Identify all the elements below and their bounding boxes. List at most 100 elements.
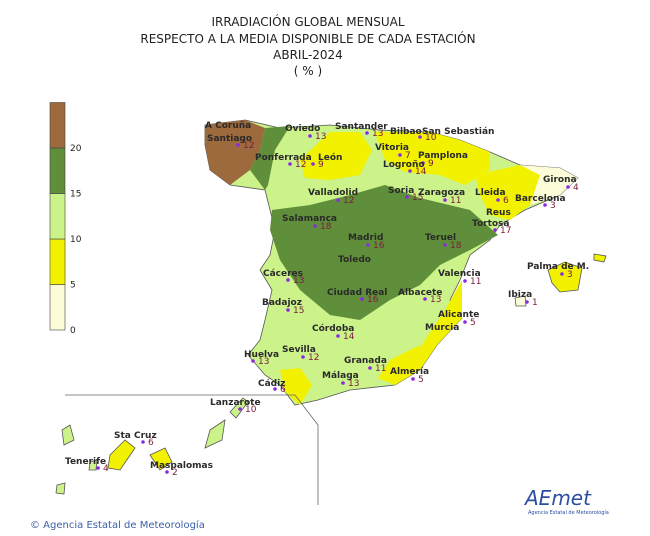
station-value: 17 bbox=[500, 226, 511, 236]
station-value: 14 bbox=[343, 332, 355, 342]
station-dot bbox=[411, 377, 415, 381]
station-name: Tenerife bbox=[65, 457, 106, 467]
legend-band bbox=[49, 102, 66, 149]
station-name: Cádiz bbox=[258, 379, 285, 389]
station-value: 14 bbox=[415, 167, 427, 177]
station-name: Santiago bbox=[207, 134, 252, 144]
canary-islands bbox=[55, 394, 319, 505]
station-name: Badajoz bbox=[262, 298, 302, 308]
station-dot bbox=[273, 387, 277, 391]
station-name: Lanzarote bbox=[210, 398, 261, 408]
station-value: 15 bbox=[412, 193, 423, 203]
station-value: 6 bbox=[503, 196, 509, 206]
title-line: IRRADIACIÓN GLOBAL MENSUAL bbox=[211, 14, 404, 29]
station-name: Barcelona bbox=[515, 194, 566, 204]
station-value: 11 bbox=[470, 277, 481, 287]
station-name: A Coruña bbox=[205, 121, 251, 131]
station-dot bbox=[463, 320, 467, 324]
station-name: Oviedo bbox=[285, 124, 320, 134]
station-value: 11 bbox=[375, 364, 386, 374]
station-name: Zaragoza bbox=[418, 188, 465, 198]
station-dot bbox=[336, 198, 340, 202]
station-value: 3 bbox=[567, 270, 573, 280]
station-dot bbox=[423, 297, 427, 301]
station-value: 6 bbox=[280, 385, 286, 395]
station-value: 10 bbox=[425, 133, 437, 143]
station-dot bbox=[443, 198, 447, 202]
legend: 0 5 10 15 20 bbox=[49, 102, 82, 336]
station-name: Sta Cruz bbox=[114, 431, 157, 441]
title-line: ABRIL-2024 bbox=[273, 48, 343, 62]
station-dot bbox=[238, 407, 242, 411]
station-dot bbox=[443, 243, 447, 247]
station-dot bbox=[368, 366, 372, 370]
station-value: 7 bbox=[405, 151, 411, 161]
station-value: 13 bbox=[293, 276, 304, 286]
station-dot bbox=[288, 162, 292, 166]
station-value: 1 bbox=[532, 298, 538, 308]
station-name: Albacete bbox=[398, 288, 442, 298]
station-dot bbox=[96, 466, 100, 470]
station-dot bbox=[301, 355, 305, 359]
station-dot bbox=[286, 278, 290, 282]
station-name: Tortosa bbox=[472, 219, 509, 229]
station-value: 9 bbox=[428, 159, 434, 169]
station-name: Toledo bbox=[338, 255, 371, 265]
title-line: ( % ) bbox=[294, 64, 322, 78]
station-value: 16 bbox=[367, 295, 379, 305]
station-dot bbox=[405, 195, 409, 199]
station-value: 3 bbox=[550, 201, 556, 211]
station-name: Maspalomas bbox=[150, 461, 213, 471]
station-name: San Sebastián bbox=[422, 127, 494, 137]
station-name: Valladolid bbox=[308, 188, 358, 198]
station-dot bbox=[341, 381, 345, 385]
station-name: Soria bbox=[388, 186, 414, 196]
station-value: 10 bbox=[245, 405, 257, 415]
legend-band bbox=[49, 193, 66, 240]
station-name: Córdoba bbox=[312, 323, 354, 334]
station-value: 16 bbox=[373, 241, 385, 251]
station-name: Málaga bbox=[322, 371, 359, 381]
legend-tick-label: 5 bbox=[70, 281, 76, 291]
station-name: Pamplona bbox=[418, 151, 468, 161]
station-name: Girona bbox=[543, 175, 577, 185]
station-name: Palma de M. bbox=[527, 262, 589, 272]
station-name: Ciudad Real bbox=[327, 288, 387, 298]
station-name: Bilbao bbox=[390, 127, 422, 137]
station-value: 4 bbox=[573, 183, 579, 193]
station-name: León bbox=[318, 152, 342, 163]
station-name: Santander bbox=[335, 122, 388, 132]
station-value: 18 bbox=[450, 241, 462, 251]
station-dot bbox=[308, 134, 312, 138]
station-dot bbox=[493, 228, 497, 232]
station-name: Vitoria bbox=[375, 143, 409, 153]
station-value: 6 bbox=[148, 438, 154, 448]
station-dot bbox=[251, 359, 255, 363]
station-value: 12 bbox=[343, 196, 354, 206]
station-name: Teruel bbox=[425, 233, 456, 243]
station-name: Logroño bbox=[383, 160, 425, 170]
station-dot bbox=[525, 300, 529, 304]
station-value: 13 bbox=[348, 379, 359, 389]
station-dot bbox=[165, 470, 169, 474]
station-name: Ponferrada bbox=[255, 153, 312, 163]
station-dot bbox=[360, 297, 364, 301]
station-value: 12 bbox=[295, 160, 306, 170]
station-name: Ibiza bbox=[508, 290, 532, 300]
station-dot bbox=[365, 131, 369, 135]
station-value: 18 bbox=[320, 222, 332, 232]
station-value: 9 bbox=[318, 160, 324, 170]
station-value: 5 bbox=[418, 375, 424, 385]
legend-band bbox=[49, 147, 66, 194]
station-dot bbox=[141, 440, 145, 444]
station-value: 4 bbox=[103, 464, 109, 474]
balearic-islands bbox=[514, 253, 607, 307]
station-name: Reus bbox=[486, 208, 511, 218]
station-dot bbox=[286, 308, 290, 312]
legend-tick-label: 15 bbox=[70, 190, 81, 200]
station-value: 13 bbox=[372, 129, 383, 139]
legend-tick-label: 20 bbox=[70, 144, 82, 154]
station-name: Lleida bbox=[475, 188, 506, 198]
